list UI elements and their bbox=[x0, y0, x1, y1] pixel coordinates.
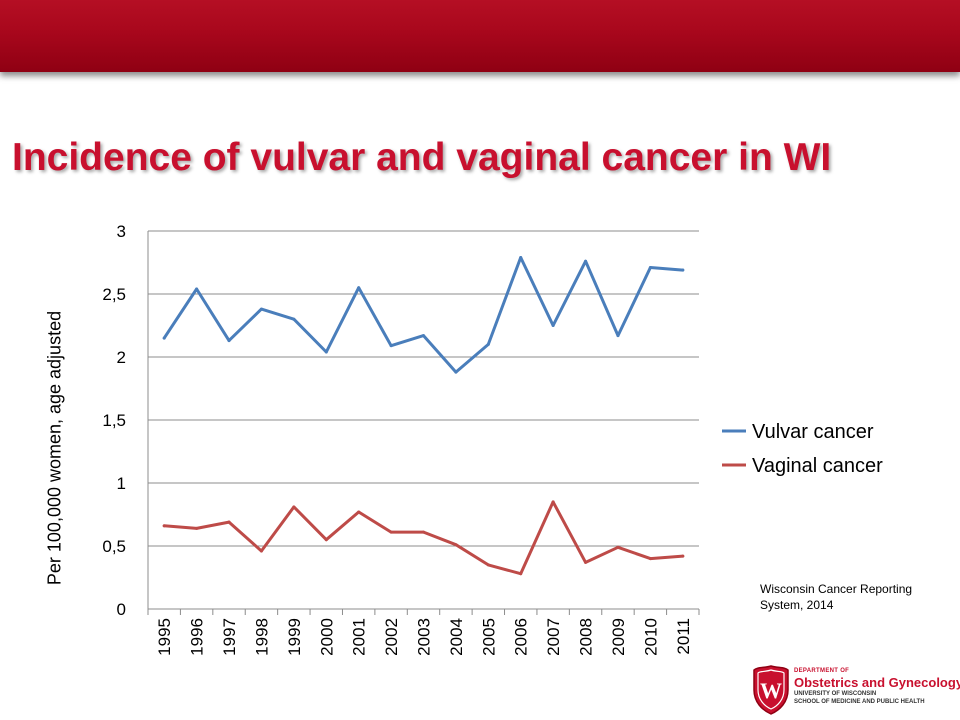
y-axis-title: Per 100,000 women, age adjusted bbox=[44, 310, 65, 586]
legend: Vulvar cancer Vaginal cancer bbox=[722, 421, 883, 477]
vulvar-cancer-point bbox=[162, 336, 166, 340]
y-tick-label: 2 bbox=[117, 348, 126, 367]
vaginal-cancer-point bbox=[551, 500, 555, 504]
vulvar-cancer-point bbox=[324, 350, 328, 354]
x-tick-label: 2000 bbox=[317, 618, 336, 656]
vaginal-cancer-point bbox=[422, 530, 425, 534]
vulvar-cancer-point bbox=[584, 259, 588, 263]
vaginal-cancer-point bbox=[162, 524, 166, 528]
logo-name: Obstetrics and Gynecology bbox=[794, 675, 960, 690]
x-tick-label: 2007 bbox=[544, 618, 563, 656]
y-tick-label: 1 bbox=[117, 474, 126, 493]
logo-school: SCHOOL OF MEDICINE AND PUBLIC HEALTH bbox=[794, 699, 925, 705]
y-tick-labels: 0 0,5 1 1,5 2 2,5 3 bbox=[102, 222, 126, 619]
x-tick-label: 2004 bbox=[447, 618, 466, 656]
vulvar-cancer-point bbox=[454, 370, 458, 374]
vaginal-cancer-point bbox=[519, 572, 523, 576]
vaginal-cancer-point bbox=[486, 563, 490, 567]
x-tick-label: 1996 bbox=[188, 618, 207, 656]
vaginal-cancer-line bbox=[162, 500, 685, 576]
y-tick-label: 2,5 bbox=[102, 285, 126, 304]
vulvar-cancer-point bbox=[195, 287, 199, 291]
vaginal-cancer-point bbox=[616, 545, 620, 549]
y-tick-label: 0 bbox=[117, 600, 126, 619]
slide-title: Incidence of vulvar and vaginal cancer i… bbox=[12, 136, 832, 179]
vulvar-cancer-point bbox=[422, 334, 425, 338]
vaginal-cancer-point bbox=[584, 560, 588, 564]
vulvar-cancer-point bbox=[227, 339, 231, 343]
x-tick-label: 2006 bbox=[512, 618, 531, 656]
logo-university: UNIVERSITY OF WISCONSIN bbox=[794, 691, 877, 697]
series-lines bbox=[162, 255, 685, 576]
legend-label-vaginal-cancer: Vaginal cancer bbox=[752, 455, 883, 477]
x-tick-label: 1999 bbox=[285, 618, 304, 656]
vaginal-cancer-point bbox=[454, 543, 458, 547]
vulvar-cancer-point bbox=[292, 317, 296, 321]
crest-letter: W bbox=[760, 678, 782, 703]
x-tick-label: 1995 bbox=[155, 618, 174, 656]
y-tick-label: 3 bbox=[117, 222, 126, 241]
legend-label-vulvar-cancer: Vulvar cancer bbox=[752, 421, 874, 443]
vaginal-cancer-point bbox=[389, 530, 393, 534]
axes bbox=[147, 231, 700, 615]
vulvar-cancer-point bbox=[519, 255, 523, 259]
x-tick-label: 2002 bbox=[382, 618, 401, 656]
x-tick-label: 2005 bbox=[479, 618, 498, 656]
vaginal-cancer-point bbox=[195, 526, 199, 530]
vaginal-cancer-point bbox=[227, 520, 231, 524]
logo-department: DEPARTMENT OF bbox=[794, 668, 850, 674]
vaginal-cancer-point bbox=[292, 505, 296, 509]
y-tick-label: 1,5 bbox=[102, 411, 126, 430]
x-tick-label: 1998 bbox=[252, 618, 271, 656]
x-tick-label: 2009 bbox=[609, 618, 628, 656]
vulvar-cancer-line bbox=[162, 256, 685, 374]
vaginal-cancer-point bbox=[648, 557, 652, 561]
vulvar-cancer-point bbox=[389, 344, 393, 348]
grid-lines bbox=[148, 230, 699, 547]
vaginal-cancer-point bbox=[259, 549, 263, 553]
vaginal-cancer-point bbox=[357, 510, 361, 514]
x-tick-label: 2001 bbox=[350, 618, 369, 656]
top-banner bbox=[0, 0, 960, 72]
vulvar-cancer-point bbox=[486, 342, 490, 346]
crest-icon: W bbox=[753, 665, 789, 715]
x-tick-labels: 1995 1996 1997 1998 1999 2000 2001 2002 2003 2004… bbox=[155, 618, 693, 656]
vaginal-cancer-point bbox=[324, 538, 328, 542]
vulvar-cancer-point bbox=[681, 268, 685, 272]
department-logo: W DEPARTMENT OF Obstetrics and Gynecolog… bbox=[752, 664, 960, 716]
source-note: Wisconsin Cancer Reporting System, 2014 bbox=[760, 582, 913, 612]
vulvar-cancer-point bbox=[259, 307, 263, 311]
x-tick-label: 2008 bbox=[577, 618, 596, 656]
vulvar-cancer-point bbox=[357, 286, 361, 290]
vaginal-cancer-point bbox=[681, 554, 685, 558]
x-tick-label: 2010 bbox=[641, 618, 660, 656]
x-tick-label: 2003 bbox=[415, 618, 434, 656]
x-tick-label: 2011 bbox=[674, 618, 693, 655]
logo-text: DEPARTMENT OF Obstetrics and Gynecology … bbox=[794, 667, 960, 706]
vulvar-cancer-point bbox=[648, 266, 652, 270]
vulvar-cancer-point bbox=[616, 334, 620, 338]
x-tick-label: 1997 bbox=[220, 618, 239, 656]
y-tick-label: 0,5 bbox=[102, 537, 126, 556]
vulvar-cancer-point bbox=[551, 324, 555, 327]
